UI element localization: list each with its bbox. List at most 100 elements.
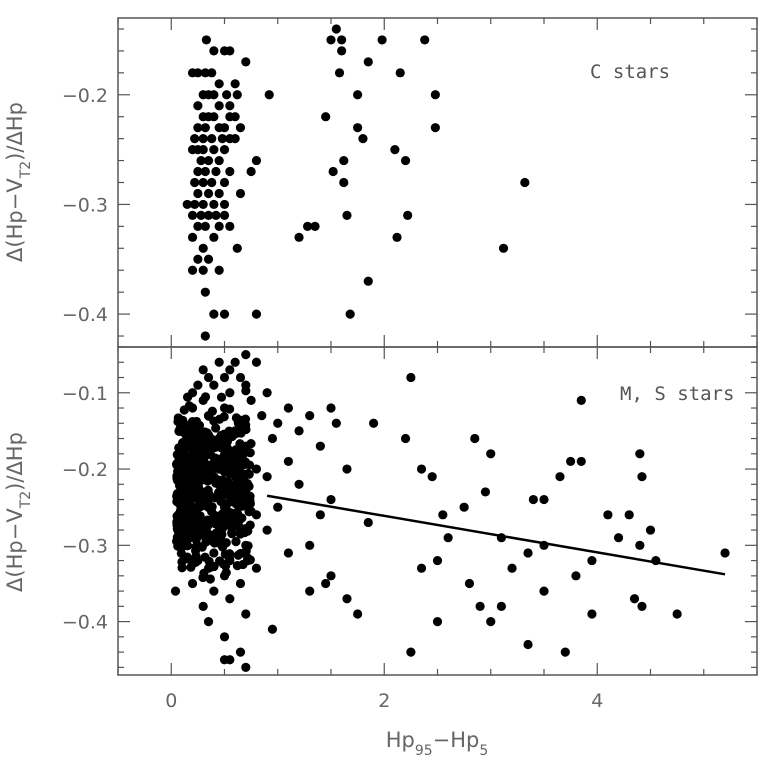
data-point bbox=[251, 155, 262, 166]
top-annotation: C stars bbox=[590, 61, 670, 83]
data-point bbox=[528, 494, 538, 505]
data-point bbox=[181, 430, 191, 440]
data-point bbox=[200, 552, 210, 562]
data-point bbox=[190, 134, 200, 144]
data-point bbox=[199, 464, 209, 474]
data-point bbox=[326, 403, 336, 413]
data-point bbox=[237, 513, 247, 523]
data-point bbox=[443, 533, 453, 543]
data-point bbox=[243, 526, 253, 536]
data-point bbox=[187, 232, 198, 242]
bottom-annotation: M, S stars bbox=[620, 383, 734, 405]
data-point bbox=[193, 68, 203, 78]
data-point bbox=[207, 134, 217, 144]
data-point bbox=[207, 177, 217, 188]
data-point bbox=[233, 418, 243, 428]
data-point bbox=[187, 265, 198, 275]
data-point bbox=[523, 548, 533, 558]
data-point bbox=[430, 123, 440, 133]
data-point bbox=[173, 413, 183, 423]
data-point bbox=[305, 411, 315, 421]
data-point bbox=[459, 502, 469, 512]
data-point bbox=[227, 529, 237, 539]
bottom-panel: −0.1 −0.2 −0.3 −0.4 0 2 4 M, S stars Δ(Hp−VT2… bbox=[3, 346, 758, 759]
data-point bbox=[225, 404, 235, 414]
data-point bbox=[217, 529, 227, 539]
data-point bbox=[230, 134, 240, 144]
y-tick-label: −0.4 bbox=[62, 304, 108, 326]
data-point bbox=[211, 166, 221, 177]
data-point bbox=[180, 492, 190, 502]
data-point bbox=[178, 448, 189, 459]
data-point bbox=[406, 372, 416, 383]
bottom-y-ticks: −0.1 −0.2 −0.3 −0.4 bbox=[62, 346, 757, 668]
data-point bbox=[629, 594, 640, 604]
data-point bbox=[175, 536, 185, 546]
data-point bbox=[198, 134, 208, 144]
data-point bbox=[214, 265, 224, 275]
data-point bbox=[486, 617, 496, 627]
data-point bbox=[720, 548, 730, 558]
data-point bbox=[470, 433, 480, 444]
data-point bbox=[294, 232, 304, 242]
data-point bbox=[539, 494, 549, 505]
data-point bbox=[193, 188, 203, 199]
data-point bbox=[328, 166, 338, 177]
data-point bbox=[283, 456, 293, 467]
data-point bbox=[198, 199, 208, 210]
data-point bbox=[241, 609, 251, 619]
data-point bbox=[219, 199, 230, 210]
data-point bbox=[224, 469, 234, 479]
data-point bbox=[637, 472, 647, 482]
data-point bbox=[377, 35, 387, 45]
y-tick-label: −0.3 bbox=[62, 194, 108, 216]
data-point bbox=[201, 35, 211, 45]
data-point bbox=[228, 454, 238, 464]
data-point bbox=[321, 112, 331, 122]
data-point bbox=[294, 479, 304, 489]
data-point bbox=[219, 123, 230, 133]
top-ylabel: Δ(Hp−VT2)/ΔHp bbox=[3, 102, 34, 262]
data-point bbox=[200, 68, 210, 78]
data-point bbox=[264, 90, 274, 100]
data-point bbox=[221, 538, 231, 548]
data-point bbox=[242, 479, 253, 489]
data-point bbox=[207, 502, 217, 512]
data-point bbox=[235, 123, 246, 133]
data-point bbox=[216, 392, 227, 402]
data-point bbox=[196, 210, 206, 220]
data-point bbox=[190, 177, 200, 188]
y-tick-label: −0.2 bbox=[62, 85, 108, 107]
data-point bbox=[214, 155, 224, 166]
data-point bbox=[523, 639, 533, 650]
data-point bbox=[241, 386, 251, 396]
data-point bbox=[416, 563, 427, 573]
data-point bbox=[369, 418, 379, 428]
data-point bbox=[209, 586, 219, 596]
data-point bbox=[193, 380, 203, 390]
data-point bbox=[235, 188, 246, 199]
data-point bbox=[230, 357, 240, 367]
data-point bbox=[235, 578, 246, 589]
data-point bbox=[219, 412, 229, 422]
data-point bbox=[193, 123, 203, 133]
data-point bbox=[215, 491, 225, 502]
data-point bbox=[231, 537, 241, 547]
data-point bbox=[342, 464, 352, 474]
data-point bbox=[198, 145, 208, 155]
data-point bbox=[555, 472, 565, 482]
data-point bbox=[235, 445, 245, 455]
data-point bbox=[216, 461, 226, 471]
data-point bbox=[337, 46, 347, 56]
data-point bbox=[267, 624, 278, 634]
data-point bbox=[222, 90, 232, 100]
data-point bbox=[235, 548, 246, 559]
data-point bbox=[187, 578, 198, 589]
data-point bbox=[225, 166, 235, 177]
x-tick-label: 0 bbox=[165, 690, 177, 712]
data-point bbox=[571, 571, 581, 581]
data-point bbox=[173, 497, 183, 507]
data-point bbox=[205, 574, 215, 584]
data-point bbox=[225, 46, 235, 56]
data-point bbox=[238, 501, 248, 511]
